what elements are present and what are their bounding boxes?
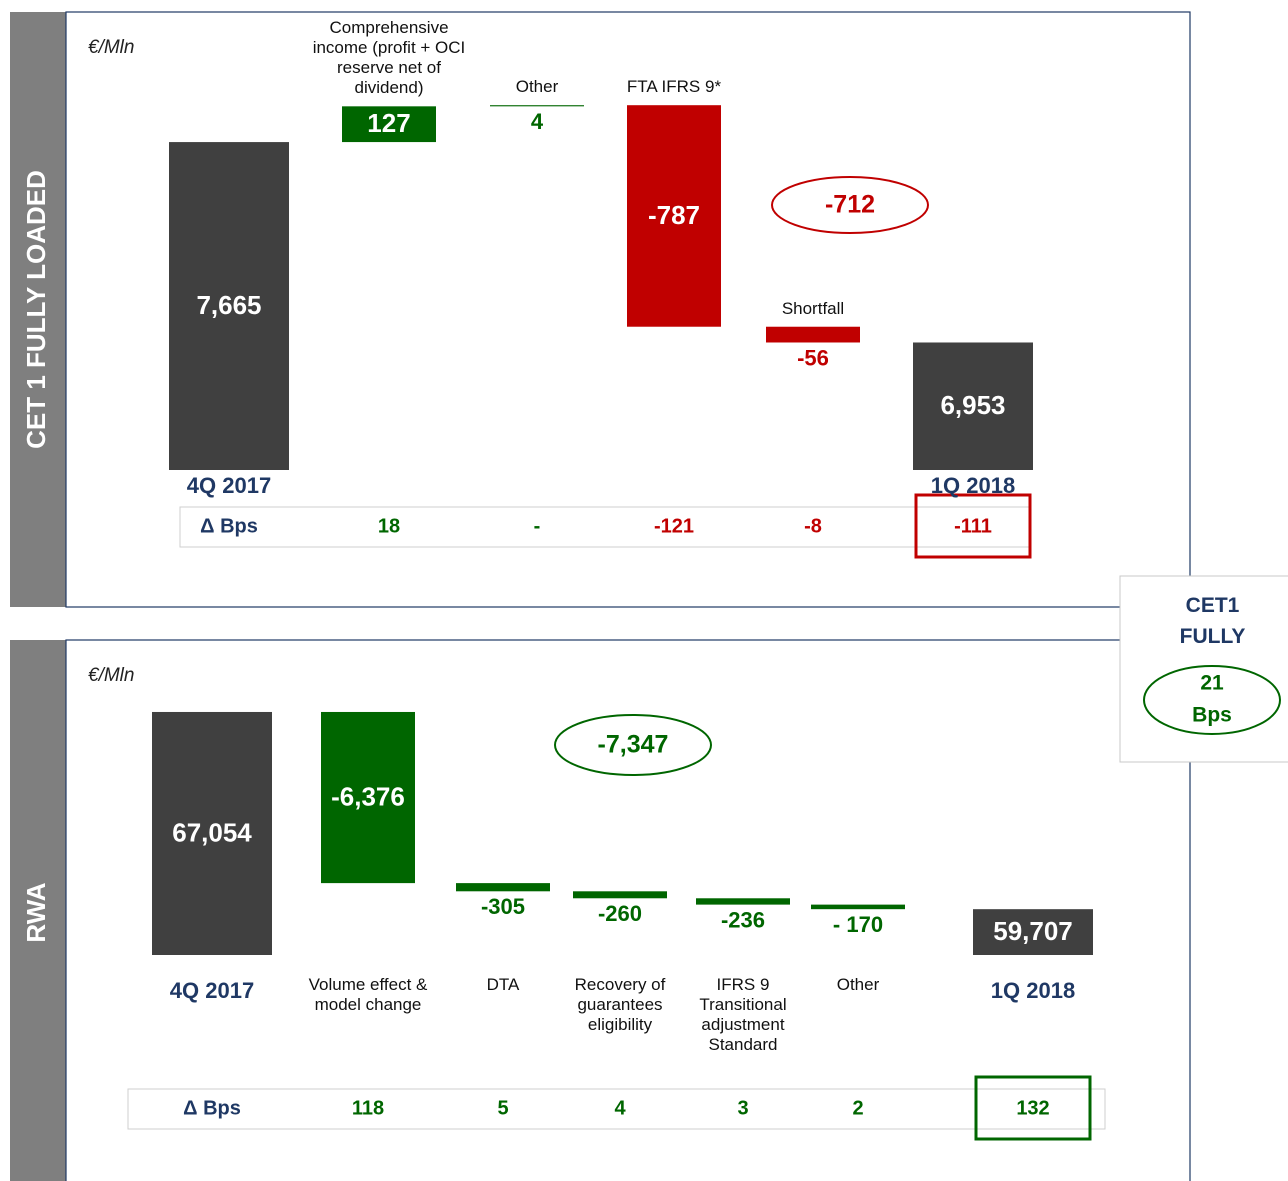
bps-value: 5 bbox=[497, 1097, 508, 1119]
category-label: Recovery of guarantees eligibility bbox=[574, 975, 666, 1034]
bps-label: Δ Bps bbox=[183, 1097, 241, 1119]
value-label: 127 bbox=[367, 108, 410, 138]
bar bbox=[573, 891, 667, 899]
unit-label: €/Mln bbox=[88, 37, 134, 58]
bar bbox=[811, 904, 905, 910]
annotation: -7,347 bbox=[598, 731, 669, 759]
callout-value: 21 bbox=[1200, 672, 1224, 695]
value-label: -236 bbox=[721, 907, 765, 932]
panel bbox=[65, 11, 1191, 608]
bar bbox=[456, 883, 550, 892]
value-label: 59,707 bbox=[993, 916, 1073, 946]
bar bbox=[627, 105, 721, 327]
value-label: -787 bbox=[648, 200, 700, 230]
callout-title: CET1 FULLY bbox=[1179, 594, 1246, 648]
bps-value: -8 bbox=[804, 515, 822, 537]
category-label: FTA IFRS 9* bbox=[626, 77, 722, 97]
bar bbox=[321, 711, 415, 884]
value-label: - 170 bbox=[833, 912, 883, 937]
side-label: RWA bbox=[21, 882, 51, 942]
side-label: CET 1 FULLY LOADED bbox=[21, 170, 51, 449]
value-label: -56 bbox=[797, 345, 829, 370]
annotation-ring bbox=[554, 714, 712, 776]
category-label: 1Q 2018 bbox=[990, 978, 1076, 1003]
annotation: -712 bbox=[825, 191, 875, 219]
callout-ring bbox=[1143, 665, 1281, 735]
category-label: Shortfall bbox=[781, 298, 845, 318]
bar bbox=[490, 105, 584, 107]
category-label: 4Q 2017 bbox=[186, 473, 272, 498]
bar bbox=[973, 909, 1093, 955]
bar bbox=[913, 342, 1033, 470]
bar bbox=[696, 898, 790, 905]
value-label: -305 bbox=[481, 894, 525, 919]
value-label: -260 bbox=[598, 901, 642, 926]
value-label: 67,054 bbox=[172, 817, 252, 847]
value-label: 7,665 bbox=[196, 290, 261, 320]
value-label: 4 bbox=[531, 109, 544, 134]
bar bbox=[152, 711, 272, 955]
bps-value: -121 bbox=[654, 515, 694, 537]
bps-value: 3 bbox=[737, 1097, 748, 1119]
bps-value: -111 bbox=[954, 515, 992, 537]
bps-row bbox=[127, 1088, 1106, 1130]
category-label: Comprehensive income (profit + OCI reser… bbox=[312, 18, 466, 98]
category-label: Volume effect & model change bbox=[308, 975, 428, 1014]
bar bbox=[766, 326, 860, 343]
category-label: IFRS 9 Transitional adjustment Standard bbox=[699, 975, 787, 1054]
bps-label: Δ Bps bbox=[200, 515, 258, 537]
callout-box bbox=[1119, 575, 1288, 763]
bps-row bbox=[179, 506, 1031, 548]
category-label: 4Q 2017 bbox=[169, 978, 255, 1003]
bps-highlight bbox=[914, 493, 1032, 559]
bps-value: - bbox=[534, 515, 541, 537]
bps-highlight bbox=[974, 1075, 1092, 1141]
panel bbox=[65, 639, 1191, 1181]
bps-value: 2 bbox=[852, 1097, 863, 1119]
value-label: 6,953 bbox=[940, 390, 1005, 420]
callout-unit: Bps bbox=[1192, 704, 1232, 727]
category-label: DTA bbox=[486, 975, 520, 994]
bps-value: 118 bbox=[352, 1097, 384, 1119]
bar bbox=[342, 106, 436, 143]
category-label: 1Q 2018 bbox=[930, 473, 1016, 498]
category-label: Other bbox=[836, 975, 880, 994]
value-label: -6,376 bbox=[331, 781, 405, 811]
category-label: Other bbox=[515, 77, 559, 97]
bps-value: 18 bbox=[378, 515, 400, 537]
side-band bbox=[10, 12, 66, 607]
bps-value: 132 bbox=[1016, 1097, 1049, 1119]
annotation-ring bbox=[771, 176, 929, 234]
unit-label: €/Mln bbox=[88, 665, 134, 686]
side-band bbox=[10, 640, 66, 1181]
bps-value: 4 bbox=[614, 1097, 626, 1119]
bar bbox=[169, 142, 289, 470]
